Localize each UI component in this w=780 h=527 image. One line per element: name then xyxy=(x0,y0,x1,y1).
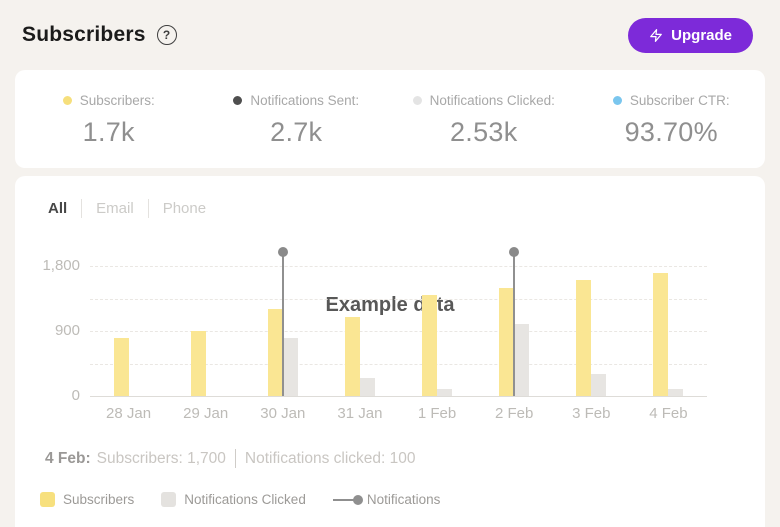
bar-subscribers-28-jan[interactable] xyxy=(113,338,129,396)
bar-subscribers-1-feb[interactable] xyxy=(422,294,438,396)
stat-label: Notifications Sent: xyxy=(250,92,360,108)
gridline-900 xyxy=(90,331,707,332)
x-tick-label: 3 Feb xyxy=(572,405,611,422)
notifications-marker-line-30-jan[interactable] xyxy=(281,251,284,396)
stat-label-row: Subscriber CTR: xyxy=(612,92,730,108)
stat-value: 1.7k xyxy=(82,116,135,147)
x-tick-label: 29 Jan xyxy=(183,405,229,422)
x-tick-label: 28 Jan xyxy=(106,405,152,422)
bar-notifications-clicked-4-feb[interactable] xyxy=(668,388,684,396)
stats-row: Subscribers: 1.7k Notifications Sent: 2.7k N… xyxy=(15,70,765,168)
stat-subscribers-: Subscribers: 1.7k xyxy=(15,91,203,148)
notifications-marker-dot-30-jan[interactable] xyxy=(277,246,288,257)
bar-subscribers-2-feb[interactable] xyxy=(499,287,515,396)
stat-label-row: Notifications Clicked: xyxy=(412,92,555,108)
legend-swatch-icon xyxy=(40,492,55,507)
stat-value: 2.7k xyxy=(270,116,323,147)
stat-label: Subscriber CTR: xyxy=(629,92,730,108)
bar-notifications-clicked-31-jan[interactable] xyxy=(359,377,375,396)
tab-email[interactable]: Email xyxy=(96,199,134,217)
bar-subscribers-29-jan[interactable] xyxy=(190,331,206,396)
bar-subscribers-4-feb[interactable] xyxy=(653,273,669,396)
stat-notifications-clicked-: Notifications Clicked: 2.53k xyxy=(390,91,578,148)
stats-card: Subscribers: 1.7k Notifications Sent: 2.7k N… xyxy=(15,70,765,168)
stat-subscriber-ctr-: Subscriber CTR: 93.70% xyxy=(578,91,766,148)
legend-item-subscribers[interactable]: Subscribers xyxy=(40,492,134,507)
y-tick-label: 900 xyxy=(54,322,80,339)
bar-subscribers-31-jan[interactable] xyxy=(344,316,360,396)
stat-label-row: Subscribers: xyxy=(62,92,155,108)
stat-label-row: Notifications Sent: xyxy=(233,93,359,108)
tab-divider xyxy=(147,198,149,218)
page-title: Subscribers xyxy=(22,23,146,46)
subscriber-ctr--dot-icon xyxy=(612,95,622,105)
notifications-clicked--dot-icon xyxy=(412,95,422,105)
tab-all[interactable]: All xyxy=(48,199,68,217)
legend-item-notifications-clicked[interactable]: Notifications Clicked xyxy=(161,492,306,507)
bar-notifications-clicked-2-feb[interactable] xyxy=(514,323,530,396)
x-tick-label: 31 Jan xyxy=(337,405,383,422)
caption-date: 4 Feb: xyxy=(45,449,91,467)
help-icon[interactable]: ? xyxy=(156,25,177,45)
x-tick-label: 4 Feb xyxy=(649,405,688,422)
channel-tabs: All Email Phone xyxy=(48,196,220,220)
gridline-450 xyxy=(90,363,707,365)
x-tick-label: 2 Feb xyxy=(495,405,534,422)
y-tick-label: 1,800 xyxy=(42,257,80,274)
bar-notifications-clicked-3-feb[interactable] xyxy=(591,374,607,396)
bar-notifications-clicked-1-feb[interactable] xyxy=(437,388,453,396)
legend-label: Subscribers xyxy=(63,492,135,507)
chart-legend: Subscribers Notifications Clicked Notifica… xyxy=(40,492,440,507)
legend-swatch-icon xyxy=(161,492,177,507)
caption-clicked: Notifications clicked: 100 xyxy=(244,449,416,467)
gridline-1350 xyxy=(90,298,707,300)
subscribers-chart: Example data 0 900 1,800 28 Jan 29 Jan 30 Jan… xyxy=(15,176,765,527)
notifications-marker-line-2-feb[interactable] xyxy=(513,251,516,396)
bar-notifications-clicked-30-jan[interactable] xyxy=(282,338,298,396)
y-tick-label: 0 xyxy=(71,387,80,404)
page-header: Subscribers ? Upgrade xyxy=(22,17,753,53)
stat-label: Subscribers: xyxy=(79,92,155,108)
upgrade-button-label: Upgrade xyxy=(671,26,732,44)
x-axis-line xyxy=(90,396,707,397)
legend-label: Notifications Clicked xyxy=(184,492,306,507)
x-tick-label: 1 Feb xyxy=(417,405,457,422)
tab-phone[interactable]: Phone xyxy=(162,199,207,217)
bar-subscribers-3-feb[interactable] xyxy=(576,280,592,396)
subscribers--dot-icon xyxy=(62,95,72,105)
caption-subscribers: Subscribers: 1,700 xyxy=(96,449,226,467)
x-tick-label: 30 Jan xyxy=(260,405,306,422)
stat-value: 93.70% xyxy=(624,116,718,147)
bar-subscribers-30-jan[interactable] xyxy=(267,309,283,396)
stat-label: Notifications Clicked: xyxy=(429,92,555,108)
tooltip-caption: 4 Feb: Subscribers: 1,700 Notifications … xyxy=(45,449,416,468)
upgrade-button[interactable]: Upgrade xyxy=(628,17,753,53)
chart-card: All Email Phone Example data 0 900 1,800 28 J… xyxy=(15,176,765,527)
caption-divider xyxy=(234,449,236,468)
lightning-bolt-icon xyxy=(650,28,663,42)
legend-label: Notifications xyxy=(366,492,441,507)
notifications-marker-dot-2-feb[interactable] xyxy=(509,246,520,257)
stat-notifications-sent-: Notifications Sent: 2.7k xyxy=(203,91,391,148)
stat-value: 2.53k xyxy=(449,116,518,147)
legend-line-dot-icon xyxy=(332,494,363,505)
legend-item-notifications[interactable]: Notifications xyxy=(332,492,441,507)
gridline-1800 xyxy=(90,266,707,267)
notifications-sent--dot-icon xyxy=(233,95,243,105)
tab-divider xyxy=(81,198,83,218)
